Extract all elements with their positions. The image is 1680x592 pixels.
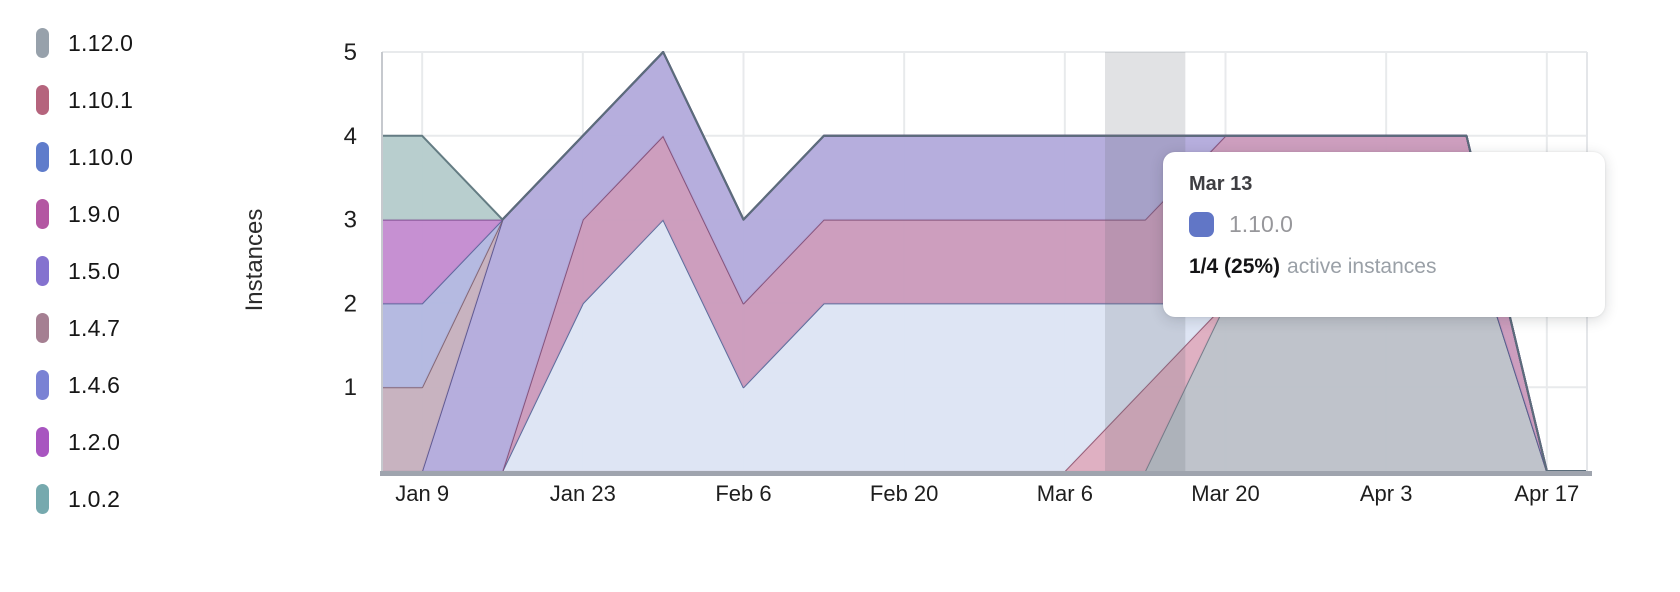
chart-legend: 1.12.0 1.10.1 1.10.0 1.9.0 1.5.0 1.4.7 1.4.6 1.…	[0, 0, 230, 592]
tooltip-value-fraction: 1/4 (25%)	[1189, 255, 1281, 278]
y-tick-label: 3	[344, 207, 357, 234]
legend-label: 1.10.0	[68, 143, 134, 170]
legend-item-1.0.2[interactable]: 1.0.2	[36, 478, 120, 520]
legend-color-chip	[36, 484, 49, 514]
legend-color-chip	[36, 85, 49, 115]
x-tick-label: Feb 20	[870, 481, 939, 506]
x-tick-label: Apr 3	[1360, 481, 1413, 506]
legend-color-chip	[36, 313, 49, 343]
legend-item-1.9.0[interactable]: 1.9.0	[36, 193, 120, 235]
y-tick-label: 5	[344, 39, 357, 66]
chart-tooltip: Mar 13 1.10.0 1/4 (25%) active instances	[1163, 152, 1605, 317]
tooltip-series-label: 1.10.0	[1229, 211, 1293, 237]
legend-color-chip	[36, 370, 49, 400]
x-tick-label: Jan 9	[395, 481, 449, 506]
area-outline-1.0.2	[382, 51, 1587, 472]
legend-label: 1.2.0	[68, 428, 121, 455]
axis-tick-labels: 1 2 3 4 5 Jan 9 Jan 23 Feb 6 Feb 20 Mar 6 Mar 20 Ap…	[344, 39, 1580, 506]
legend-item-1.10.1[interactable]: 1.10.1	[36, 79, 133, 121]
legend-item-1.4.7[interactable]: 1.4.7	[36, 307, 120, 349]
tooltip-series-row: 1.10.0	[1189, 211, 1579, 238]
legend-label: 1.9.0	[68, 200, 121, 227]
legend-item-1.2.0[interactable]: 1.2.0	[36, 421, 120, 463]
tooltip-value-suffix: active instances	[1287, 255, 1437, 278]
tooltip-value: 1/4 (25%) active instances	[1189, 255, 1579, 279]
legend-item-1.10.0[interactable]: 1.10.0	[36, 136, 133, 178]
y-tick-label: 1	[344, 374, 357, 401]
legend-item-1.12.0[interactable]: 1.12.0	[36, 22, 133, 64]
legend-color-chip	[36, 256, 49, 286]
x-tick-label: Mar 6	[1037, 481, 1093, 506]
legend-item-1.5.0[interactable]: 1.5.0	[36, 250, 120, 292]
legend-item-1.4.6[interactable]: 1.4.6	[36, 364, 120, 406]
legend-label: 1.12.0	[68, 29, 134, 56]
y-tick-label: 2	[344, 290, 357, 317]
area-1.10.0	[382, 219, 1587, 471]
x-tick-label: Apr 17	[1514, 481, 1579, 506]
legend-color-chip	[36, 427, 49, 457]
tooltip-series-swatch	[1189, 212, 1214, 237]
legend-label: 1.10.1	[68, 86, 134, 113]
legend-color-chip	[36, 199, 49, 229]
y-tick-label: 4	[344, 123, 357, 150]
x-tick-label: Feb 6	[715, 481, 771, 506]
x-tick-label: Jan 23	[550, 481, 616, 506]
legend-label: 1.0.2	[68, 485, 121, 512]
area-1.5.0	[382, 52, 1587, 471]
legend-label: 1.4.7	[68, 314, 121, 341]
legend-label: 1.4.6	[68, 371, 121, 398]
legend-label: 1.5.0	[68, 257, 121, 284]
tooltip-date: Mar 13	[1189, 173, 1253, 195]
area-1.12.0	[382, 219, 1587, 471]
x-tick-label: Mar 20	[1191, 481, 1259, 506]
legend-color-chip	[36, 28, 49, 58]
legend-color-chip	[36, 142, 49, 172]
